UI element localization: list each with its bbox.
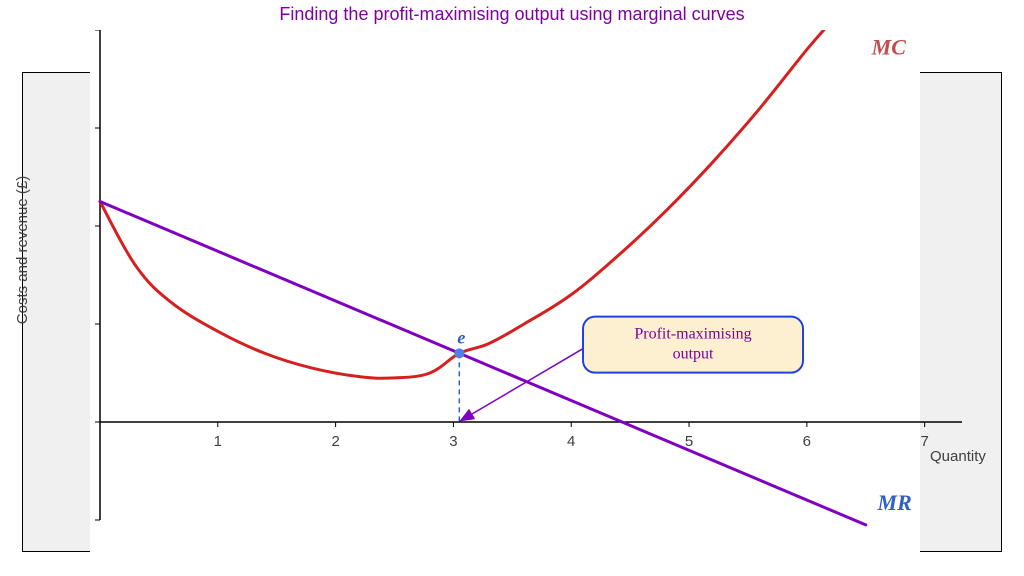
equilibrium-label: e [457,327,465,347]
callout-text-1: Profit-maximising [634,326,751,343]
equilibrium-point [454,348,464,358]
callout-arrow [460,347,585,420]
chart-title-text: Finding the profit-maximising output usi… [279,4,744,24]
chart-svg: -404812161234567eProfit-maximisingoutput… [90,30,970,550]
x-tick-label: 6 [803,433,811,450]
chart-title: Finding the profit-maximising output usi… [0,4,1024,25]
x-tick-label: 4 [567,433,575,450]
x-tick-label: 7 [920,433,928,450]
x-tick-label: 2 [331,433,339,450]
mc-label: MC [871,35,907,60]
x-tick-label: 1 [214,433,222,450]
x-tick-label: 3 [449,433,457,450]
mr-label: MR [877,490,912,515]
y-axis-label-text: Costs and revenue (£) [14,120,31,380]
y-axis-label: Costs and revenue (£) [4,150,24,410]
callout-text-2: output [673,346,714,363]
